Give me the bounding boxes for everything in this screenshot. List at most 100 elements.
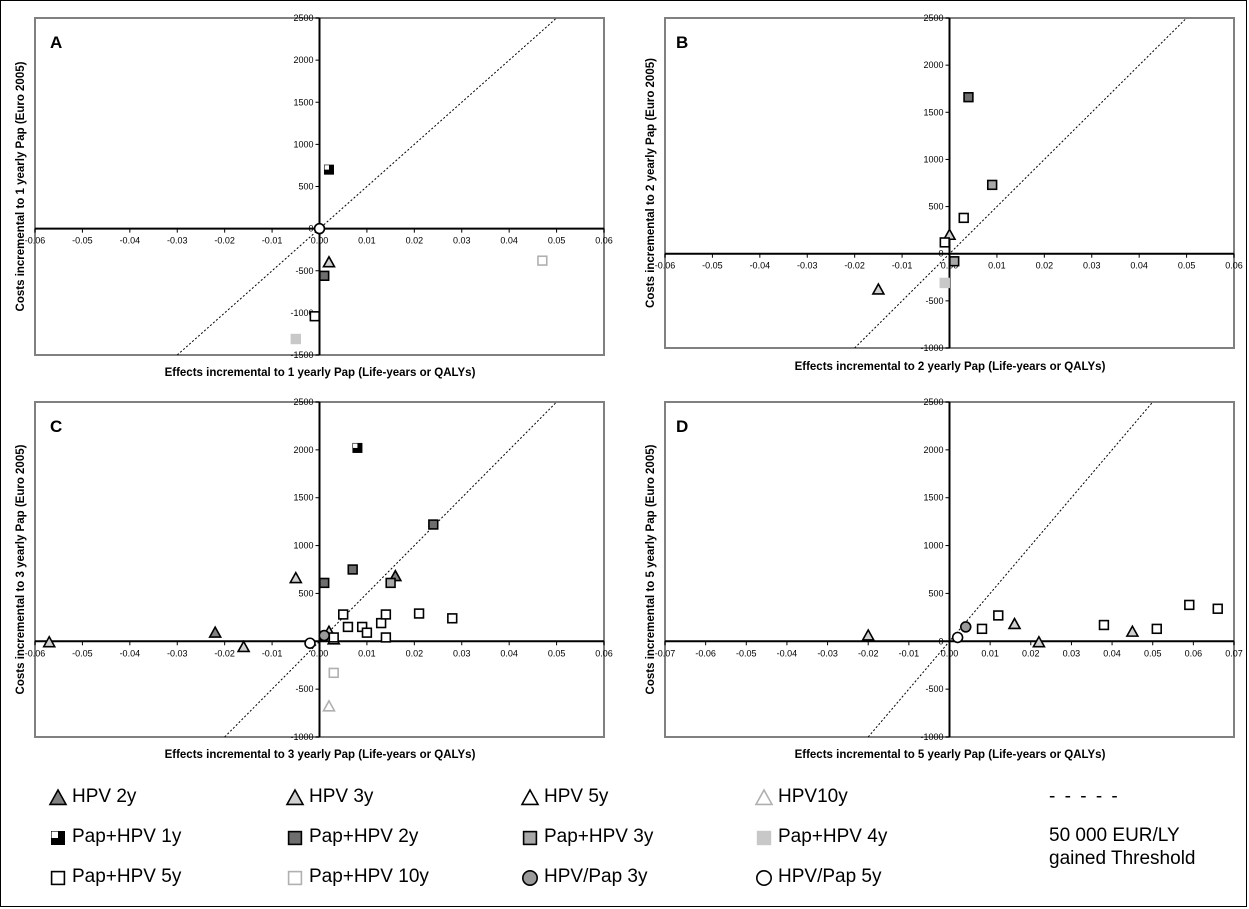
x-tick-label: -0.01 [899, 648, 920, 658]
marker-highlight [324, 165, 329, 170]
data-point [313, 222, 326, 235]
y-tick-label: 1000 [293, 541, 313, 551]
x-tick-label: -0.02 [858, 648, 879, 658]
legend-marker [48, 788, 68, 806]
data-point [861, 628, 876, 641]
data-point [1184, 599, 1195, 611]
data-point [447, 613, 458, 624]
x-tick-label: 0.02 [1022, 648, 1040, 658]
data-point [1098, 619, 1110, 631]
x-tick-label: 0.03 [1063, 648, 1081, 658]
data-point [338, 609, 349, 620]
y-tick-label: 2000 [293, 55, 313, 65]
y-tick-label: 1500 [923, 493, 943, 503]
x-tick-label: -0.01 [892, 261, 913, 271]
data-point [208, 625, 223, 638]
x-tick-label: 0.02 [1036, 261, 1054, 271]
x-tick-label: -0.04 [120, 236, 141, 246]
legend-label: Pap+HPV 4y [778, 826, 888, 847]
legend-item: HPV 2y [48, 786, 136, 808]
x-tick-label: -0.03 [167, 236, 188, 246]
x-axis-label: Effects incremental to 1 yearly Pap (Lif… [165, 367, 476, 379]
y-tick-label: 500 [928, 588, 943, 598]
y-axis-label: Costs incremental to 5 yearly Pap (Euro … [645, 444, 657, 694]
x-tick-label: -0.05 [702, 261, 723, 271]
threshold-label-line1: 50 000 EUR/LY [1049, 825, 1180, 846]
legend-label: HPV 3y [309, 786, 374, 807]
chart-panel-a: A -0.06 -0.05 -0.04 -0.03 -0.02 -0.01 0.00 0.01 0… [15, 13, 613, 379]
y-tick-label: -1000 [290, 308, 313, 318]
x-tick-label: -0.06 [25, 236, 46, 246]
data-point [993, 610, 1004, 621]
x-tick-label: -0.02 [214, 236, 235, 246]
legend-marker [756, 870, 772, 886]
x-tick-label: 0.06 [595, 236, 613, 246]
x-tick-label: -0.03 [817, 648, 838, 658]
x-axis-label: Effects incremental to 2 yearly Pap (Lif… [795, 361, 1106, 373]
y-tick-label: 1500 [293, 493, 313, 503]
data-point [939, 237, 950, 248]
x-tick-label: -0.06 [655, 261, 676, 271]
x-tick-label: 0.06 [595, 648, 613, 658]
legend-item: Pap+HPV 2y [285, 826, 418, 848]
chart-panel-d: D -0.07 -0.06 -0.05 -0.04 -0.03 -0.02 -0.01 0.00… [645, 397, 1243, 761]
y-tick-label: 2500 [293, 397, 313, 407]
x-tick-label: 0.01 [358, 648, 376, 658]
legend-symbol [285, 788, 305, 806]
data-point [375, 617, 387, 629]
data-point [963, 92, 974, 103]
data-point [347, 564, 358, 575]
legend-symbol [522, 830, 538, 846]
y-tick-label: -1500 [290, 350, 313, 360]
marker-highlight [353, 443, 358, 448]
legend-item: Pap+HPV 3y [520, 826, 653, 848]
x-tick-label: -0.02 [214, 648, 235, 658]
legend-label: Pap+HPV 2y [309, 826, 419, 847]
x-tick-label: -0.07 [655, 648, 676, 658]
data-point [288, 570, 303, 584]
y-tick-label: 2000 [923, 60, 943, 70]
x-tick-label: 0.04 [500, 236, 518, 246]
threshold-label: 50 000 EUR/LY gained Threshold [1049, 824, 1195, 870]
panel-letter: D [676, 417, 688, 436]
data-point [309, 311, 320, 322]
legend-symbol [50, 870, 66, 886]
legend-label: Pap+HPV 10y [309, 866, 429, 887]
x-tick-label: -0.02 [844, 261, 865, 271]
legend-symbol [754, 788, 774, 806]
x-tick-label: 0.04 [1103, 648, 1121, 658]
y-tick-label: 1500 [293, 97, 313, 107]
legend: HPV 2y HPV 3y HPV 5y HPV10y Pap+HPV 1y Pap+HP… [0, 768, 1249, 908]
x-tick-label: 0.02 [406, 648, 424, 658]
y-tick-label: -1000 [920, 732, 943, 742]
legend-symbol [50, 830, 66, 846]
y-tick-label: 2500 [923, 13, 943, 23]
y-tick-label: -500 [925, 684, 943, 694]
data-point [871, 282, 886, 295]
data-point [352, 442, 363, 453]
threshold-line [867, 402, 1154, 737]
x-tick-label: 0.00 [311, 236, 329, 246]
y-tick-label: 2500 [293, 13, 313, 23]
data-point [1212, 603, 1223, 614]
panel-letter: A [50, 33, 62, 52]
legend-marker [50, 870, 66, 886]
x-tick-label: 0.04 [500, 648, 518, 658]
y-tick-label: 1500 [923, 107, 943, 117]
data-point [385, 577, 396, 589]
legend-symbol [756, 870, 772, 886]
legend-symbol [756, 830, 772, 846]
data-point [361, 627, 373, 638]
legend-marker [754, 788, 774, 806]
legend-item: HPV10y [754, 786, 848, 808]
x-tick-label: 0.01 [981, 648, 999, 658]
threshold-line [224, 402, 557, 737]
legend-symbol [48, 788, 68, 806]
data-point [951, 631, 964, 644]
data-point [976, 623, 988, 635]
y-tick-label: 2500 [923, 397, 943, 407]
y-tick-label: 1000 [923, 154, 943, 164]
panel-letter: B [676, 33, 688, 52]
x-tick-label: 0.05 [548, 648, 566, 658]
y-tick-label: -500 [295, 684, 313, 694]
